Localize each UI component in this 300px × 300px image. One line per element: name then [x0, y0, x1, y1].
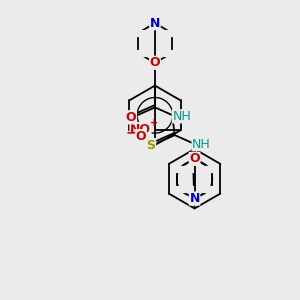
Text: NO: NO — [130, 123, 151, 136]
Text: O: O — [136, 130, 146, 142]
Text: +: + — [150, 118, 158, 128]
Text: N: N — [150, 17, 160, 30]
Text: S: S — [146, 139, 155, 152]
Text: NH: NH — [192, 138, 211, 151]
Text: O: O — [189, 152, 200, 165]
Text: O: O — [126, 111, 136, 124]
Text: N: N — [189, 192, 200, 205]
Text: −: − — [125, 125, 137, 139]
Text: O: O — [150, 56, 160, 69]
Text: NH: NH — [172, 110, 191, 123]
